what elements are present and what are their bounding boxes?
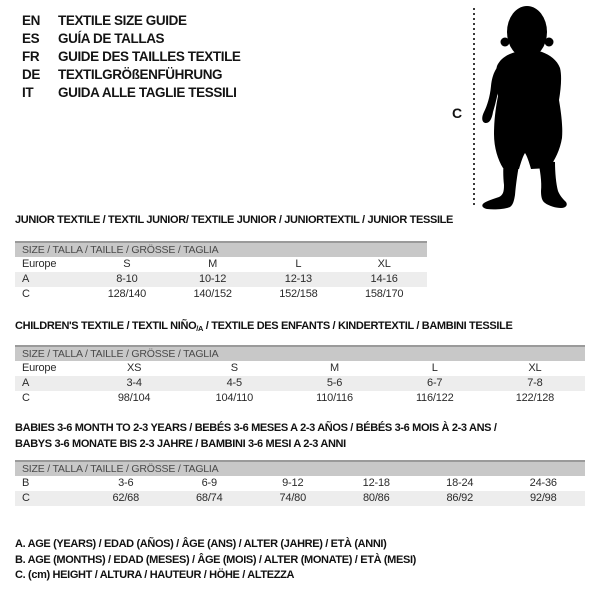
value-cell: 128/140 <box>107 288 147 300</box>
value-cell: 8-10 <box>116 273 138 285</box>
children-section-title: CHILDREN'S TEXTILE / TEXTIL NIÑO/A / TEX… <box>15 320 513 333</box>
size-cell: L <box>431 362 438 374</box>
size-header-bar: SIZE / TALLA / TAILLE / GRÖSSE / TAGLIA <box>15 460 585 476</box>
table-row-height: C 98/104 104/110 110/116 116/122 122/128 <box>15 391 585 406</box>
value-cell: 122/128 <box>515 392 555 404</box>
row-label: Europe <box>22 362 57 374</box>
table-row-height: C 62/68 68/74 74/80 80/86 86/92 92/98 <box>15 491 585 506</box>
size-cell: L <box>295 258 302 270</box>
value-cell: 74/80 <box>279 492 307 504</box>
value-cell: 5-6 <box>326 377 343 389</box>
language-code: DE <box>22 67 40 82</box>
value-cell: 12-13 <box>284 273 312 285</box>
value-cell: 92/98 <box>529 492 557 504</box>
value-cell: 24-36 <box>529 477 557 489</box>
babies-section-title-line2: BABYS 3-6 MONATE BIS 2-3 JAHRE / BAMBINI… <box>15 438 346 450</box>
value-cell: 68/74 <box>195 492 223 504</box>
size-cell: S <box>123 258 131 270</box>
row-label: B <box>22 477 30 489</box>
value-cell: 6-9 <box>201 477 218 489</box>
language-row: DE TEXTILGRÖßENFÜHRUNG <box>22 66 241 84</box>
height-dashed-line <box>473 8 475 206</box>
language-code: FR <box>22 49 40 64</box>
language-row: ES GUÍA DE TALLAS <box>22 30 241 48</box>
legend-footnotes: A. AGE (YEARS) / EDAD (AÑOS) / ÂGE (ANS)… <box>15 537 416 584</box>
value-cell: 140/152 <box>193 288 232 300</box>
value-cell: 158/170 <box>364 288 404 300</box>
size-cell: S <box>230 362 238 374</box>
value-cell: 10-12 <box>199 273 227 285</box>
junior-section-title: JUNIOR TEXTILE / TEXTIL JUNIOR/ TEXTILE … <box>15 214 454 226</box>
table-row-europe: Europe S M L XL <box>15 257 427 272</box>
children-title-text: / TEXTILE DES ENFANTS / KINDERTEXTIL / B… <box>203 320 513 332</box>
babies-section-title-line1: BABIES 3-6 MONTH TO 2-3 YEARS / BEBÉS 3-… <box>15 422 497 434</box>
value-cell: 3-4 <box>126 377 142 389</box>
size-cell: M <box>208 258 218 270</box>
size-cell: XS <box>126 362 142 374</box>
value-cell: 98/104 <box>117 392 151 404</box>
value-cell: 18-24 <box>446 477 474 489</box>
value-cell: 116/122 <box>415 392 454 404</box>
row-label: A <box>22 377 30 389</box>
value-cell: 3-6 <box>118 477 134 489</box>
value-cell: 86/92 <box>446 492 474 504</box>
guide-title: GUIDE DES TAILLES TEXTILE <box>58 49 241 64</box>
language-code: ES <box>22 31 40 46</box>
language-row: IT GUIDA ALLE TAGLIE TESSILI <box>22 84 241 102</box>
value-cell: 80/86 <box>362 492 390 504</box>
guide-title: GUIDA ALLE TAGLIE TESSILI <box>58 85 237 100</box>
table-row-height: C 128/140 140/152 152/158 158/170 <box>15 287 427 302</box>
children-title-text: CHILDREN'S TEXTILE / TEXTIL NIÑO <box>15 320 197 332</box>
value-cell: 62/68 <box>112 492 140 504</box>
row-label: Europe <box>22 258 57 270</box>
value-cell: 6-7 <box>427 377 443 389</box>
height-marker-label: C <box>452 105 463 121</box>
size-cell: XL <box>377 258 391 270</box>
row-label: C <box>22 492 30 504</box>
row-label: A <box>22 273 30 285</box>
babies-size-table: SIZE / TALLA / TAILLE / GRÖSSE / TAGLIA … <box>15 460 585 506</box>
value-cell: 9-12 <box>282 477 304 489</box>
table-row-europe: Europe XS S M L XL <box>15 361 585 376</box>
language-code: EN <box>22 13 40 28</box>
size-cell: XL <box>528 362 542 374</box>
children-title-subscript: /A <box>196 324 204 333</box>
value-cell: 14-16 <box>370 273 398 285</box>
table-row-age: A 3-4 4-5 5-6 6-7 7-8 <box>15 376 585 391</box>
language-code: IT <box>22 85 34 100</box>
junior-size-table: SIZE / TALLA / TAILLE / GRÖSSE / TAGLIA … <box>15 241 427 302</box>
footnote-age-years: A. AGE (YEARS) / EDAD (AÑOS) / ÂGE (ANS)… <box>15 538 387 550</box>
size-header-bar: SIZE / TALLA / TAILLE / GRÖSSE / TAGLIA <box>15 241 427 257</box>
value-cell: 12-18 <box>362 477 390 489</box>
row-label: C <box>22 392 30 404</box>
value-cell: 152/158 <box>279 288 318 300</box>
row-label: C <box>22 288 30 300</box>
size-header-bar: SIZE / TALLA / TAILLE / GRÖSSE / TAGLIA <box>15 345 585 361</box>
language-title-list: EN TEXTILE SIZE GUIDE ES GUÍA DE TALLAS … <box>22 12 241 102</box>
guide-title: GUÍA DE TALLAS <box>58 31 165 46</box>
value-cell: 104/110 <box>215 392 254 404</box>
value-cell: 7-8 <box>527 377 543 389</box>
footnote-age-months: B. AGE (MONTHS) / EDAD (MESES) / ÂGE (MO… <box>15 553 416 566</box>
value-cell: 110/116 <box>316 392 353 404</box>
guide-title: TEXTILGRÖßENFÜHRUNG <box>58 67 223 82</box>
value-cell: 4-5 <box>226 377 243 389</box>
table-row-months: B 3-6 6-9 9-12 12-18 18-24 24-36 <box>15 476 585 491</box>
table-row-age: A 8-10 10-12 12-13 14-16 <box>15 272 427 287</box>
footnote-height: C. (cm) HEIGHT / ALTURA / HAUTEUR / HÖHE… <box>15 569 295 581</box>
language-row: FR GUIDE DES TAILLES TEXTILE <box>22 48 241 66</box>
baby-silhouette-icon <box>482 6 567 210</box>
language-row: EN TEXTILE SIZE GUIDE <box>22 12 241 30</box>
children-size-table: SIZE / TALLA / TAILLE / GRÖSSE / TAGLIA … <box>15 345 585 406</box>
size-cell: M <box>330 362 339 374</box>
guide-title: TEXTILE SIZE GUIDE <box>58 13 187 28</box>
